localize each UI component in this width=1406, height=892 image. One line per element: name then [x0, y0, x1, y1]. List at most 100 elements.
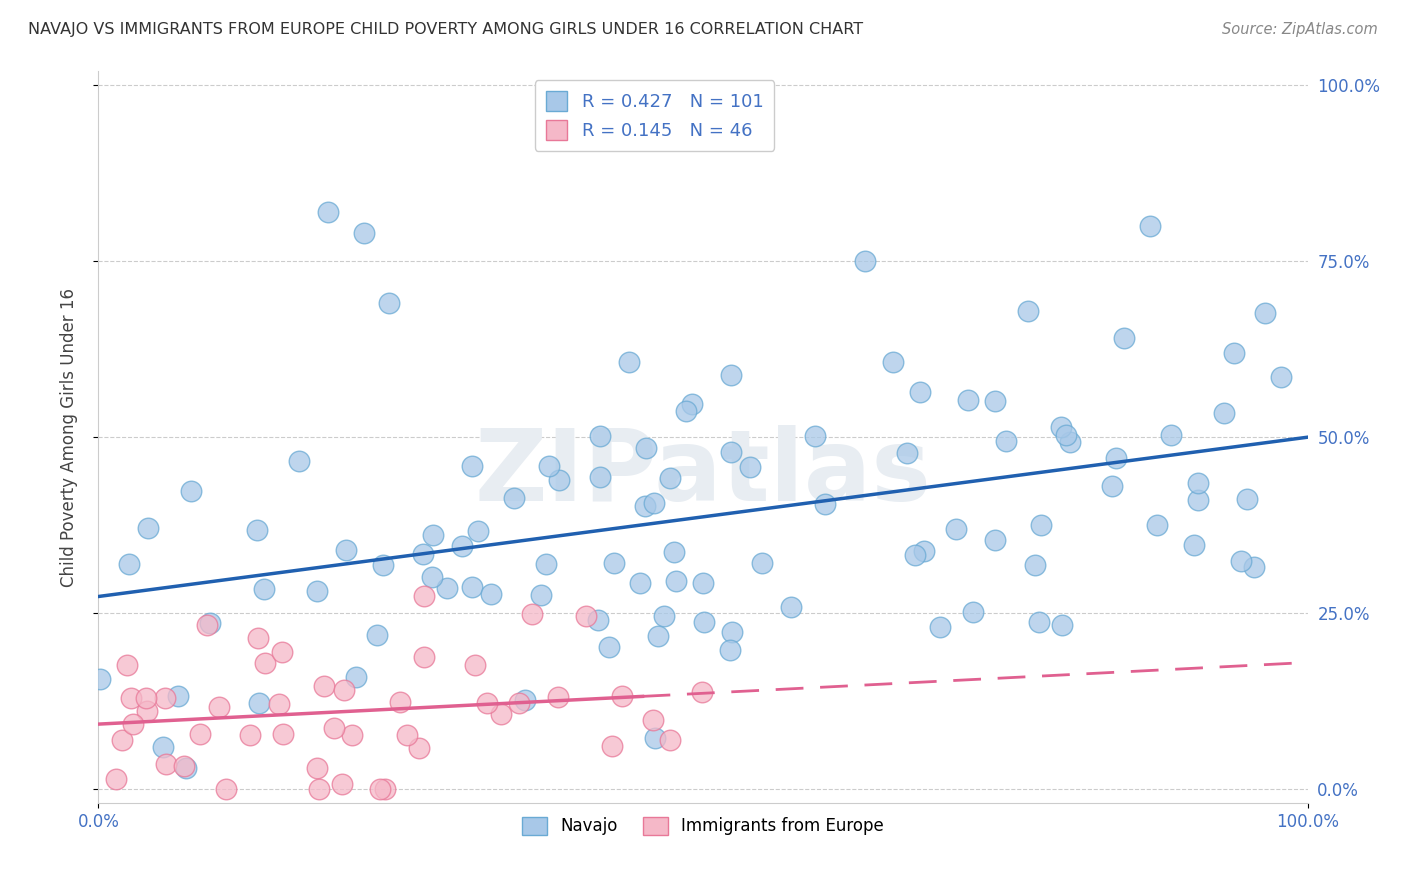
- Point: [896, 446, 918, 460]
- Point: [912, 544, 935, 558]
- Point: [238, 728, 260, 742]
- Point: [136, 521, 159, 535]
- Point: [665, 574, 688, 589]
- Point: [461, 580, 484, 594]
- Point: [342, 728, 364, 742]
- Point: [658, 733, 681, 747]
- Point: [721, 624, 744, 639]
- Point: [634, 500, 657, 514]
- Point: [690, 685, 713, 699]
- Point: [436, 581, 458, 595]
- Point: [312, 679, 335, 693]
- Point: [115, 658, 138, 673]
- Point: [1054, 427, 1077, 442]
- Point: [962, 605, 984, 619]
- Point: [994, 434, 1017, 449]
- Point: [1187, 475, 1209, 490]
- Point: [681, 397, 703, 411]
- Point: [174, 761, 197, 775]
- Point: [273, 727, 295, 741]
- Point: [617, 355, 640, 369]
- Point: [600, 739, 623, 753]
- Point: [333, 682, 356, 697]
- Point: [662, 545, 685, 559]
- Text: ZIPatlas: ZIPatlas: [475, 425, 931, 522]
- Point: [1243, 560, 1265, 574]
- Point: [450, 539, 472, 553]
- Point: [547, 690, 569, 704]
- Point: [598, 640, 620, 654]
- Point: [377, 296, 399, 310]
- Point: [271, 645, 294, 659]
- Point: [575, 608, 598, 623]
- Point: [643, 496, 665, 510]
- Point: [308, 781, 330, 796]
- Point: [1101, 479, 1123, 493]
- Point: [121, 716, 143, 731]
- Point: [371, 558, 394, 572]
- Point: [305, 584, 328, 599]
- Point: [305, 761, 328, 775]
- Point: [366, 628, 388, 642]
- Point: [1270, 370, 1292, 384]
- Point: [983, 533, 1005, 547]
- Point: [929, 620, 952, 634]
- Point: [479, 587, 502, 601]
- Point: [1223, 346, 1246, 360]
- Point: [522, 607, 544, 621]
- Point: [1059, 434, 1081, 449]
- Point: [395, 728, 418, 742]
- Point: [489, 706, 512, 721]
- Point: [1139, 219, 1161, 233]
- Point: [536, 558, 558, 572]
- Point: [287, 454, 309, 468]
- Legend: Navajo, Immigrants from Europe: Navajo, Immigrants from Europe: [516, 810, 890, 842]
- Point: [155, 757, 177, 772]
- Point: [316, 205, 339, 219]
- Point: [412, 547, 434, 561]
- Point: [153, 690, 176, 705]
- Point: [1031, 517, 1053, 532]
- Point: [1114, 331, 1136, 345]
- Point: [603, 557, 626, 571]
- Point: [634, 442, 657, 456]
- Point: [652, 608, 675, 623]
- Point: [195, 617, 218, 632]
- Point: [247, 631, 270, 645]
- Point: [720, 368, 742, 382]
- Point: [508, 696, 530, 710]
- Point: [173, 758, 195, 772]
- Point: [346, 670, 368, 684]
- Point: [117, 557, 139, 571]
- Point: [269, 697, 291, 711]
- Point: [813, 497, 835, 511]
- Point: [718, 643, 741, 657]
- Point: [1187, 493, 1209, 508]
- Point: [882, 355, 904, 369]
- Point: [1230, 554, 1253, 568]
- Point: [198, 615, 221, 630]
- Point: [751, 556, 773, 570]
- Point: [903, 549, 925, 563]
- Point: [412, 589, 434, 603]
- Point: [249, 696, 271, 710]
- Point: [675, 404, 697, 418]
- Point: [908, 385, 931, 400]
- Y-axis label: Child Poverty Among Girls Under 16: Child Poverty Among Girls Under 16: [59, 287, 77, 587]
- Point: [1024, 558, 1046, 572]
- Point: [464, 657, 486, 672]
- Point: [461, 459, 484, 474]
- Point: [368, 781, 391, 796]
- Point: [389, 695, 412, 709]
- Point: [135, 690, 157, 705]
- Point: [253, 582, 276, 596]
- Point: [353, 226, 375, 240]
- Point: [779, 599, 801, 614]
- Point: [188, 727, 211, 741]
- Point: [475, 696, 498, 710]
- Point: [537, 459, 560, 474]
- Point: [1105, 450, 1128, 465]
- Point: [180, 483, 202, 498]
- Point: [208, 700, 231, 714]
- Point: [1146, 518, 1168, 533]
